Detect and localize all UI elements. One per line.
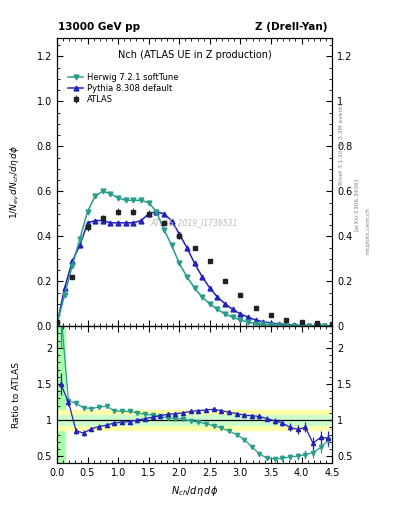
Herwig 7.2.1 softTune xyxy=(192,285,197,291)
Herwig 7.2.1 softTune xyxy=(200,294,204,300)
Legend: Herwig 7.2.1 softTune, Pythia 8.308 default, ATLAS: Herwig 7.2.1 softTune, Pythia 8.308 defa… xyxy=(67,71,180,106)
Line: Pythia 8.308 default: Pythia 8.308 default xyxy=(55,209,334,329)
Pythia 8.308 default xyxy=(284,322,288,328)
Pythia 8.308 default xyxy=(85,220,90,226)
Text: 13000 GeV pp: 13000 GeV pp xyxy=(58,22,140,32)
Herwig 7.2.1 softTune xyxy=(314,323,319,329)
Pythia 8.308 default xyxy=(276,321,281,327)
Pythia 8.308 default xyxy=(299,323,304,329)
Herwig 7.2.1 softTune xyxy=(223,311,228,317)
Herwig 7.2.1 softTune xyxy=(146,200,151,206)
Herwig 7.2.1 softTune xyxy=(154,208,159,215)
Pythia 8.308 default xyxy=(93,218,97,224)
Herwig 7.2.1 softTune xyxy=(177,260,182,266)
Pythia 8.308 default xyxy=(208,285,212,291)
Herwig 7.2.1 softTune xyxy=(253,321,258,327)
Herwig 7.2.1 softTune xyxy=(70,263,75,269)
Pythia 8.308 default xyxy=(55,321,59,327)
Herwig 7.2.1 softTune xyxy=(108,190,113,197)
Pythia 8.308 default xyxy=(108,220,113,226)
Text: [arXiv:1306.3436]: [arXiv:1306.3436] xyxy=(354,178,359,231)
Herwig 7.2.1 softTune xyxy=(77,236,82,242)
Pythia 8.308 default xyxy=(146,211,151,217)
Herwig 7.2.1 softTune xyxy=(268,322,273,328)
Herwig 7.2.1 softTune xyxy=(276,323,281,329)
Herwig 7.2.1 softTune xyxy=(261,322,266,328)
X-axis label: $N_{ch}/d\eta\,d\phi$: $N_{ch}/d\eta\,d\phi$ xyxy=(171,484,218,498)
Herwig 7.2.1 softTune xyxy=(162,226,166,232)
Herwig 7.2.1 softTune xyxy=(330,323,334,329)
Pythia 8.308 default xyxy=(314,323,319,329)
Herwig 7.2.1 softTune xyxy=(208,301,212,307)
Bar xyxy=(57,326,64,463)
Herwig 7.2.1 softTune xyxy=(93,193,97,199)
Herwig 7.2.1 softTune xyxy=(139,197,143,203)
Herwig 7.2.1 softTune xyxy=(131,197,136,203)
Herwig 7.2.1 softTune xyxy=(215,306,220,312)
Herwig 7.2.1 softTune xyxy=(185,274,189,280)
Herwig 7.2.1 softTune xyxy=(169,242,174,248)
Pythia 8.308 default xyxy=(101,218,105,224)
Pythia 8.308 default xyxy=(177,231,182,237)
Pythia 8.308 default xyxy=(154,208,159,215)
Herwig 7.2.1 softTune xyxy=(292,323,296,329)
Pythia 8.308 default xyxy=(62,285,67,291)
Text: ATLAS_2019_I1736531: ATLAS_2019_I1736531 xyxy=(151,218,238,227)
Pythia 8.308 default xyxy=(253,317,258,323)
Pythia 8.308 default xyxy=(185,245,189,251)
Pythia 8.308 default xyxy=(246,314,250,321)
Pythia 8.308 default xyxy=(261,318,266,325)
Herwig 7.2.1 softTune xyxy=(238,317,243,323)
Herwig 7.2.1 softTune xyxy=(101,188,105,195)
Pythia 8.308 default xyxy=(268,320,273,326)
Herwig 7.2.1 softTune xyxy=(123,197,128,203)
Pythia 8.308 default xyxy=(70,258,75,264)
Pythia 8.308 default xyxy=(330,323,334,329)
Pythia 8.308 default xyxy=(223,301,228,307)
Herwig 7.2.1 softTune xyxy=(307,323,312,329)
Herwig 7.2.1 softTune xyxy=(62,292,67,298)
Pythia 8.308 default xyxy=(200,274,204,280)
Herwig 7.2.1 softTune xyxy=(322,323,327,329)
Herwig 7.2.1 softTune xyxy=(116,195,121,201)
Herwig 7.2.1 softTune xyxy=(230,314,235,321)
Herwig 7.2.1 softTune xyxy=(85,208,90,215)
Pythia 8.308 default xyxy=(215,294,220,300)
Pythia 8.308 default xyxy=(307,323,312,329)
Herwig 7.2.1 softTune xyxy=(55,321,59,327)
Herwig 7.2.1 softTune xyxy=(284,323,288,329)
Pythia 8.308 default xyxy=(77,242,82,248)
Pythia 8.308 default xyxy=(131,220,136,226)
Line: Herwig 7.2.1 softTune: Herwig 7.2.1 softTune xyxy=(55,189,334,329)
Text: Rivet 3.1.10, ≥ 3.3M events: Rivet 3.1.10, ≥ 3.3M events xyxy=(339,102,344,185)
Text: mcplots.cern.ch: mcplots.cern.ch xyxy=(365,207,371,254)
Pythia 8.308 default xyxy=(123,220,128,226)
Y-axis label: Ratio to ATLAS: Ratio to ATLAS xyxy=(12,362,21,428)
Pythia 8.308 default xyxy=(116,220,121,226)
Pythia 8.308 default xyxy=(322,323,327,329)
Pythia 8.308 default xyxy=(139,218,143,224)
Pythia 8.308 default xyxy=(292,322,296,328)
Pythia 8.308 default xyxy=(192,260,197,266)
Pythia 8.308 default xyxy=(169,218,174,224)
Pythia 8.308 default xyxy=(238,311,243,317)
Y-axis label: $1/N_{ev}\,dN_{ch}/d\eta\,d\phi$: $1/N_{ev}\,dN_{ch}/d\eta\,d\phi$ xyxy=(8,145,21,220)
Text: Z (Drell-Yan): Z (Drell-Yan) xyxy=(255,22,328,32)
Pythia 8.308 default xyxy=(230,306,235,312)
Herwig 7.2.1 softTune xyxy=(299,323,304,329)
Pythia 8.308 default xyxy=(162,211,166,217)
Herwig 7.2.1 softTune xyxy=(246,319,250,325)
Text: Nch (ATLAS UE in Z production): Nch (ATLAS UE in Z production) xyxy=(118,50,272,60)
